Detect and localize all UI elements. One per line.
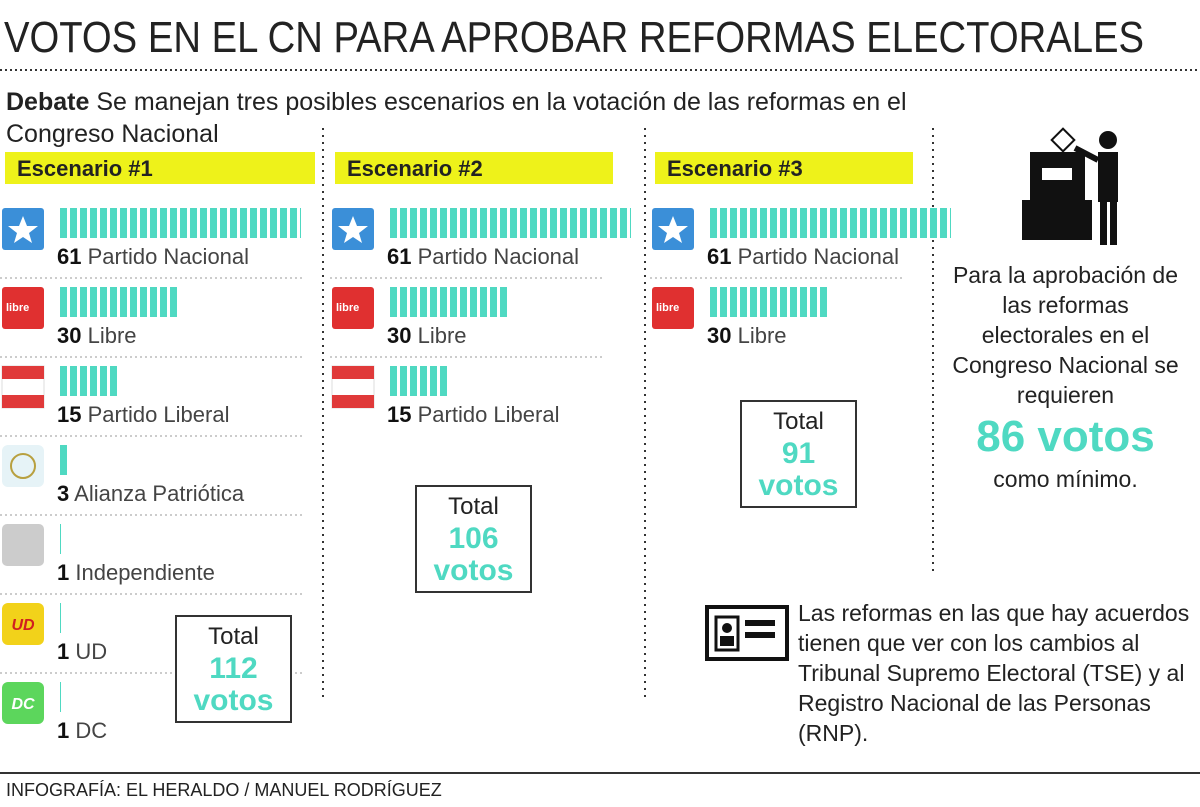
party-label: 61 Partido Nacional	[387, 244, 579, 270]
party-votes: 1	[57, 718, 70, 743]
logo	[2, 524, 44, 566]
party-label: 30 Libre	[387, 323, 467, 349]
party-label: 1 Independiente	[57, 560, 215, 586]
note: Las reformas en las que hay acuerdos tie…	[798, 600, 1190, 746]
party-label: 1 UD	[57, 639, 107, 665]
party-name: Partido Nacional	[87, 244, 250, 269]
intro: Debate Se manejan tres posibles escenari…	[6, 86, 1006, 150]
total-label: Total	[448, 493, 499, 520]
vote-bar	[707, 208, 951, 238]
total-unit: votos	[193, 684, 274, 717]
logo-text: libre	[336, 302, 359, 314]
party-name: Libre	[737, 323, 787, 348]
party-votes: 30	[707, 323, 732, 348]
total-unit: votos	[758, 469, 839, 502]
party-name: Partido Nacional	[737, 244, 900, 269]
logo	[2, 603, 44, 645]
total-value: 106	[448, 522, 499, 555]
party-label: 30 Libre	[707, 323, 787, 349]
requirement: Para la aprobación de las reformas elect…	[948, 260, 1183, 494]
total-value: 112	[209, 652, 258, 685]
party-name: Libre	[417, 323, 467, 348]
scenario-title: Escenario #3	[655, 152, 913, 184]
logo-text: libre	[656, 302, 679, 314]
logo-stripe	[2, 395, 44, 408]
party-votes: 61	[57, 244, 82, 269]
party-votes: 1	[57, 639, 70, 664]
logo-emblem	[10, 453, 36, 479]
party-votes: 15	[387, 402, 412, 427]
party-label: 61 Partido Nacional	[57, 244, 249, 270]
party-votes: 61	[387, 244, 412, 269]
party-name: Partido Liberal	[417, 402, 560, 427]
logo-stripe	[332, 366, 374, 379]
total-box: Total 106 votos	[415, 485, 532, 593]
party-label: 3 Alianza Patriótica	[57, 481, 244, 507]
logo-text: UD	[11, 617, 35, 634]
logo	[652, 287, 694, 329]
logo	[332, 287, 374, 329]
total-value: 91	[781, 437, 816, 470]
logo-stripe	[2, 366, 44, 379]
total-unit: votos	[433, 554, 514, 587]
party-name: Libre	[87, 323, 137, 348]
vote-bar	[387, 208, 631, 238]
vote-bar	[57, 603, 61, 633]
party-name: Independiente	[75, 560, 215, 585]
party-name: Alianza Patriótica	[74, 481, 245, 506]
logo-star	[8, 216, 38, 243]
party-votes: 61	[707, 244, 732, 269]
logo-text: libre	[6, 302, 29, 314]
vote-bar	[707, 287, 827, 317]
logo-stripe	[332, 395, 374, 408]
logo	[2, 445, 44, 487]
party-label: 15 Partido Liberal	[57, 402, 229, 428]
scenario-title: Escenario #1	[5, 152, 315, 184]
total-label: Total	[208, 623, 259, 650]
requirement-highlight: 86 votos	[976, 412, 1155, 461]
party-votes: 1	[57, 560, 70, 585]
party-votes: 3	[57, 481, 70, 506]
ballot-icon	[1022, 127, 1118, 245]
requirement-suffix: como mínimo.	[993, 466, 1138, 492]
party-name: Partido Nacional	[417, 244, 580, 269]
vote-bar	[57, 287, 177, 317]
party-votes: 30	[57, 323, 82, 348]
party-label: 15 Partido Liberal	[387, 402, 559, 428]
vote-bar	[387, 366, 447, 396]
logo-star	[338, 216, 368, 243]
logo	[2, 287, 44, 329]
total-box: Total 91 votos	[740, 400, 857, 508]
logo-star	[658, 216, 688, 243]
vote-bar	[57, 208, 301, 238]
vote-bar	[57, 445, 69, 475]
scenario-title: Escenario #2	[335, 152, 613, 184]
credit: INFOGRAFÍA: EL HERALDO / MANUEL RODRÍGUE…	[6, 780, 442, 800]
party-label: 30 Libre	[57, 323, 137, 349]
intro-label: Debate	[6, 88, 90, 116]
vote-bar	[57, 366, 117, 396]
party-name: DC	[75, 718, 108, 743]
party-votes: 15	[57, 402, 82, 427]
vote-bar	[57, 682, 61, 712]
total-box: Total 112 votos	[175, 615, 292, 723]
total-label: Total	[773, 408, 824, 435]
party-name: Partido Liberal	[87, 402, 230, 427]
title: VOTOS EN EL CN PARA APROBAR REFORMAS ELE…	[4, 13, 1144, 62]
logo-text: DC	[11, 696, 35, 713]
party-votes: 30	[387, 323, 412, 348]
party-label: 61 Partido Nacional	[707, 244, 899, 270]
id-card-icon	[705, 605, 789, 661]
vote-bar	[57, 524, 61, 554]
party-label: 1 DC	[57, 718, 107, 744]
intro-text: Se manejan tres posibles escenarios en l…	[6, 88, 907, 148]
vote-bar	[387, 287, 507, 317]
requirement-text: Para la aprobación de las reformas elect…	[952, 262, 1179, 408]
party-name: UD	[75, 639, 108, 664]
logo	[2, 682, 44, 724]
